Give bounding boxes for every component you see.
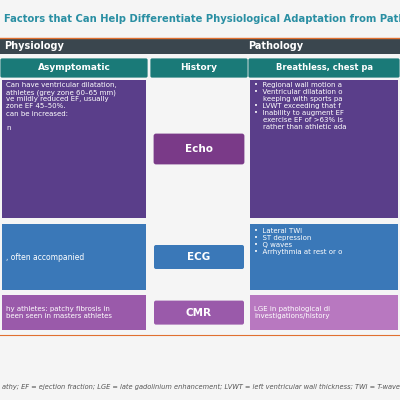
Bar [2, 224, 146, 290]
Text: Echo: Echo [185, 144, 213, 154]
Text: athy; EF = ejection fraction; LGE = late gadolinium enhancement; LVWT = left ven: athy; EF = ejection fraction; LGE = late… [2, 384, 400, 390]
Text: , often accompanied: , often accompanied [6, 252, 84, 262]
FancyBboxPatch shape [248, 58, 400, 78]
FancyBboxPatch shape [150, 58, 248, 78]
FancyBboxPatch shape [0, 58, 148, 78]
Bar [250, 224, 398, 290]
Text: Breathless, chest pa: Breathless, chest pa [276, 64, 372, 72]
Bar [250, 80, 398, 218]
FancyBboxPatch shape [154, 301, 244, 325]
Text: ECG: ECG [187, 252, 211, 262]
Text: History: History [180, 64, 218, 72]
FancyBboxPatch shape [154, 245, 244, 269]
Text: Can have ventricular dilatation,
athletes (grey zone 60–65 mm)
ve mildly reduced: Can have ventricular dilatation, athlete… [6, 82, 117, 138]
Bar [2, 295, 146, 330]
Bar [250, 295, 398, 330]
Bar [2, 80, 146, 218]
Text: •  Regional wall motion a
•  Ventricular dilatation o
    keeping with sports pa: • Regional wall motion a • Ventricular d… [254, 82, 346, 130]
Text: Pathology: Pathology [248, 41, 303, 51]
Text: Factors that Can Help Differentiate Physiological Adaptation from Pathological C: Factors that Can Help Differentiate Phys… [4, 14, 400, 24]
Text: Physiology: Physiology [4, 41, 64, 51]
Text: Asymptomatic: Asymptomatic [38, 64, 110, 72]
Text: hy athletes: patchy fibrosis in
been seen in masters athletes: hy athletes: patchy fibrosis in been see… [6, 306, 112, 319]
Text: CMR: CMR [186, 308, 212, 318]
Text: LGE in pathological di
investigations/history: LGE in pathological di investigations/hi… [254, 306, 330, 319]
Text: •  Lateral TWI
•  ST depression
•  Q waves
•  Arrhythmia at rest or o: • Lateral TWI • ST depression • Q waves … [254, 228, 342, 255]
Bar [0, 38, 400, 54]
FancyBboxPatch shape [154, 134, 244, 164]
